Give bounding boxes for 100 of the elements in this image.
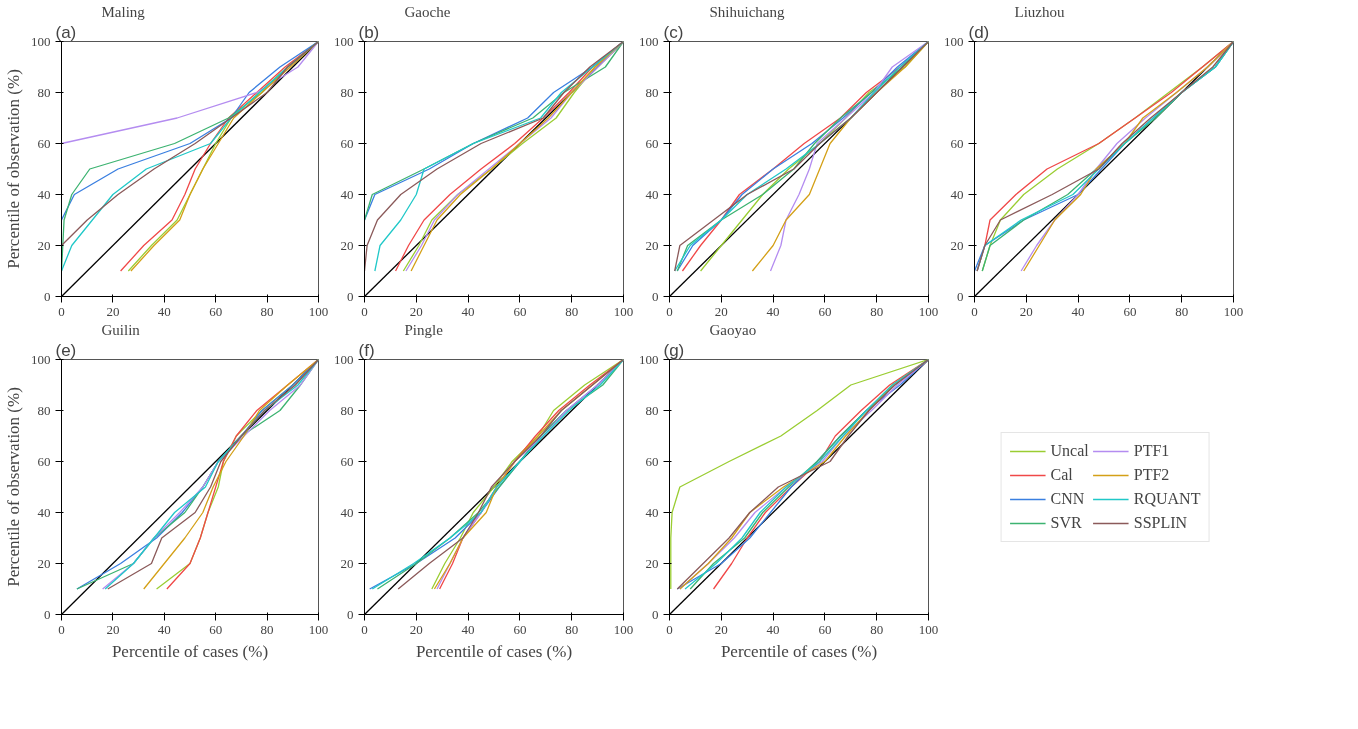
y-tick-label: 40 <box>37 186 51 202</box>
x-tick-label: 40 <box>1071 303 1085 319</box>
y-tick-label: 60 <box>37 135 51 151</box>
y-tick-label: 60 <box>645 135 659 151</box>
y-tick-label: 80 <box>950 84 964 100</box>
y-tick-label: 60 <box>37 453 51 469</box>
y-tick-label: 100 <box>334 33 354 49</box>
y-tick-label: 80 <box>340 402 354 418</box>
y-tick-label: 100 <box>944 33 964 49</box>
x-tick-label: 100 <box>308 303 329 319</box>
chart-title: Gaoche <box>404 3 451 20</box>
x-tick-label: 60 <box>818 621 832 637</box>
y-tick-label: 0 <box>957 288 964 304</box>
y-tick-label: 20 <box>340 237 354 253</box>
y-axis-title: Percentile of observation (%) <box>4 69 23 269</box>
legend-label: SVR <box>1050 513 1082 532</box>
x-tick-label: 60 <box>513 621 527 637</box>
x-tick-label: 40 <box>157 303 171 319</box>
x-tick-label: 60 <box>1123 303 1137 319</box>
y-tick-label: 0 <box>44 606 51 622</box>
y-axis-title: Percentile of observation (%) <box>4 387 23 587</box>
x-axis-title: Percentile of cases (%) <box>111 641 269 661</box>
x-tick-label: 80 <box>870 303 884 319</box>
x-axis-title: Percentile of cases (%) <box>415 641 573 661</box>
y-tick-label: 40 <box>950 186 964 202</box>
x-tick-label: 60 <box>513 303 527 319</box>
y-tick-label: 100 <box>639 351 659 367</box>
chart-title: Pingle <box>404 321 444 338</box>
text: (c) <box>663 22 684 42</box>
y-tick-label: 20 <box>37 555 51 571</box>
x-tick-label: 80 <box>870 621 884 637</box>
y-tick-label: 100 <box>31 351 51 367</box>
x-tick-label: 40 <box>461 303 475 319</box>
y-tick-label: 40 <box>340 186 354 202</box>
text: (d) <box>968 22 990 42</box>
y-tick-label: 20 <box>645 237 659 253</box>
x-tick-label: 20 <box>409 621 423 637</box>
x-tick-label: 40 <box>766 303 780 319</box>
y-tick-label: 100 <box>31 33 51 49</box>
y-tick-label: 20 <box>340 555 354 571</box>
y-tick-label: 0 <box>652 288 659 304</box>
legend-label: SSPLIN <box>1133 513 1188 532</box>
legend-label: CNN <box>1050 489 1085 508</box>
y-tick-label: 80 <box>37 402 51 418</box>
y-tick-label: 100 <box>639 33 659 49</box>
x-tick-label: 80 <box>260 303 274 319</box>
x-tick-label: 20 <box>714 621 728 637</box>
x-tick-label: 60 <box>209 303 223 319</box>
text: (a) <box>55 22 77 42</box>
y-tick-label: 40 <box>645 504 659 520</box>
annotation: (f) <box>358 340 375 360</box>
y-tick-label: 0 <box>652 606 659 622</box>
x-tick-label: 100 <box>613 621 634 637</box>
chart-title: Gaoyao <box>709 321 757 338</box>
y-tick-label: 20 <box>950 237 964 253</box>
y-tick-label: 40 <box>645 186 659 202</box>
y-tick-label: 60 <box>950 135 964 151</box>
y-tick-label: 80 <box>645 402 659 418</box>
legend-label: RQUANT <box>1133 489 1201 508</box>
x-tick-label: 20 <box>714 303 728 319</box>
chart-title: Guilin <box>101 321 141 338</box>
x-tick-label: 80 <box>565 303 579 319</box>
x-tick-label: 60 <box>818 303 832 319</box>
y-tick-label: 80 <box>37 84 51 100</box>
x-tick-label: 20 <box>1019 303 1033 319</box>
x-tick-label: 40 <box>157 621 171 637</box>
x-tick-label: 40 <box>461 621 475 637</box>
chart-title: Shihuichang <box>709 3 785 20</box>
x-tick-label: 0 <box>971 303 978 319</box>
x-tick-label: 20 <box>106 621 120 637</box>
legend-label: Cal <box>1050 465 1073 484</box>
x-tick-label: 60 <box>209 621 223 637</box>
y-tick-label: 0 <box>44 288 51 304</box>
annotation: (g) <box>663 340 685 360</box>
x-tick-label: 80 <box>565 621 579 637</box>
y-tick-label: 100 <box>334 351 354 367</box>
legend-label: PTF1 <box>1133 441 1170 460</box>
x-tick-label: 0 <box>666 303 673 319</box>
y-tick-label: 40 <box>37 504 51 520</box>
y-tick-label: 20 <box>645 555 659 571</box>
y-tick-label: 0 <box>347 288 354 304</box>
x-tick-label: 80 <box>260 621 274 637</box>
x-tick-label: 100 <box>918 303 939 319</box>
x-axis-title: Percentile of cases (%) <box>720 641 878 661</box>
y-tick-label: 20 <box>37 237 51 253</box>
y-tick-label: 0 <box>347 606 354 622</box>
x-tick-label: 0 <box>361 303 368 319</box>
chart-title: Liuzhou <box>1014 3 1065 20</box>
x-tick-label: 20 <box>106 303 120 319</box>
x-tick-label: 0 <box>361 621 368 637</box>
y-tick-label: 40 <box>340 504 354 520</box>
x-tick-label: 20 <box>409 303 423 319</box>
x-tick-label: 0 <box>666 621 673 637</box>
annotation: (e) <box>55 340 77 360</box>
x-tick-label: 0 <box>58 621 65 637</box>
y-tick-label: 60 <box>340 453 354 469</box>
x-tick-label: 40 <box>766 621 780 637</box>
text: (b) <box>358 22 380 42</box>
y-tick-label: 80 <box>645 84 659 100</box>
x-tick-label: 80 <box>1175 303 1189 319</box>
